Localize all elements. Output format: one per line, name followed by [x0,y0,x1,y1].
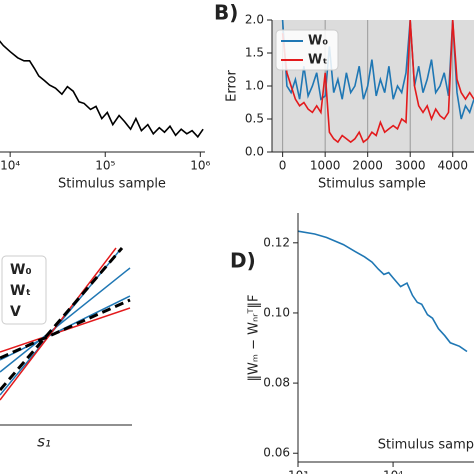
x-axis-label: s₁ [37,433,51,451]
data-line [281,20,474,144]
y-tick-label: 0.06 [263,446,290,460]
y-axis-label: Error [225,70,240,102]
y-tick-label: 2.0 [245,13,264,27]
data-line [281,20,474,120]
v-line [0,298,131,360]
data-line [298,230,468,353]
legend-label: V [10,304,21,320]
y-tick-label: 1.5 [245,46,264,60]
x-axis-label: Stimulus sample [318,177,426,192]
x-tick-label: 10⁶ [190,159,210,173]
y-tick-label: 0.10 [263,305,290,319]
x-axis-label: Stimulus samp [378,438,474,453]
y-axis-label: ‖Wₘ − Wₙᵣᵀ‖F [247,295,262,382]
y-tick-label: 0.12 [263,235,290,249]
weight-line [0,267,131,373]
x-tick-label: 1000 [310,159,341,173]
x-tick-label: 10³ [288,469,308,474]
legend-label: Wₜ [308,53,327,68]
panel-c: W₀ Wₜ V s₁ [0,247,132,451]
x-tick-label: 0 [279,159,287,173]
x-tick-label: 2000 [352,159,383,173]
legend-label: W₀ [308,34,328,49]
panel-label: D) [230,249,256,273]
x-tick-label: 4000 [437,159,468,173]
legend-box [275,29,339,71]
y-tick-label: 0.08 [263,376,290,390]
x-tick-label: 10⁴ [383,469,403,474]
x-tick-label: 10⁴ [0,159,20,173]
y-tick-label: 0.5 [245,112,264,126]
legend-box [1,255,47,325]
panel-label: B) [214,1,238,25]
data-line [0,40,204,139]
x-tick-label: 3000 [395,159,426,173]
v-line [0,247,124,391]
y-tick-label: 1.0 [245,79,264,93]
legend-label: Wₜ [10,283,31,299]
x-tick-label: 10⁵ [95,159,115,173]
x-axis-label: Stimulus sample [58,177,166,192]
y-tick-label: 0.0 [245,145,264,159]
legend-label: W₀ [10,262,32,278]
